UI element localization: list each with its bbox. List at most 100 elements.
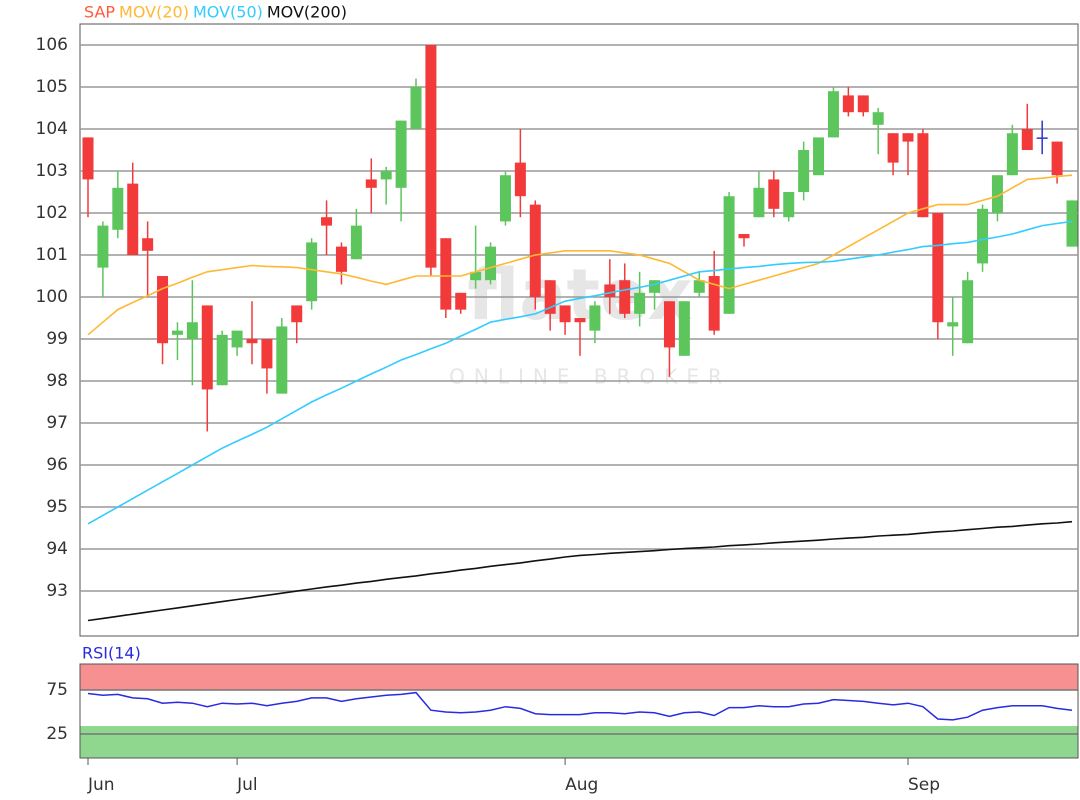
candle-body	[589, 305, 601, 331]
candle-body	[842, 95, 854, 113]
y-tick-label: 93	[46, 581, 68, 601]
candle-body	[947, 322, 959, 327]
rsi-frame	[79, 663, 1079, 759]
legend-entry: MOV(20)	[119, 3, 189, 22]
candle-body	[514, 162, 526, 197]
moving-average	[87, 220, 1073, 525]
y-tick-label: 101	[36, 245, 68, 265]
candle-body	[649, 280, 661, 293]
rsi-zone	[80, 664, 1078, 690]
candle-body	[932, 213, 944, 323]
candle-body	[813, 137, 825, 176]
candle-body	[157, 276, 169, 344]
candle-body	[440, 238, 452, 310]
candle-body	[82, 137, 94, 180]
candle-body	[887, 133, 899, 163]
y-tick-label: 96	[46, 455, 68, 475]
candle-body	[291, 305, 303, 323]
candle-body	[410, 87, 422, 130]
x-tick-label: Sep	[908, 775, 940, 795]
candle-body	[246, 339, 258, 344]
candle-body	[321, 217, 333, 226]
candle-body	[917, 133, 929, 218]
x-tick-label: Jun	[87, 775, 115, 795]
candle-body	[619, 280, 631, 314]
candle-body	[261, 339, 273, 369]
candle-body	[798, 150, 810, 193]
x-tick-label: Aug	[565, 775, 598, 795]
legend-entry: MOV(50)	[193, 3, 263, 22]
candle-body	[380, 171, 392, 180]
candle-body	[634, 292, 646, 314]
candle-body	[604, 284, 616, 298]
candle-body	[738, 234, 750, 239]
moving-average	[87, 520, 1073, 622]
candle-body	[574, 318, 586, 323]
candle-body	[142, 238, 154, 251]
y-tick-label: 103	[36, 161, 68, 181]
y-tick-label: 94	[46, 539, 68, 559]
moving-average	[87, 174, 1073, 336]
candle-body	[485, 246, 497, 281]
candle-body	[783, 192, 795, 218]
y-tick-label: 106	[36, 35, 68, 55]
y-tick-label: 95	[46, 497, 68, 517]
legend-entry: MOV(200)	[267, 3, 347, 22]
candle-body	[97, 225, 109, 268]
candle-body	[991, 175, 1003, 214]
rsi-zone	[80, 726, 1078, 758]
candle-body	[112, 187, 124, 230]
y-tick-label: 99	[46, 329, 68, 349]
candle-body	[306, 242, 318, 302]
candle-body	[470, 271, 482, 281]
y-tick-label: 105	[36, 77, 68, 97]
x-tick-label: Jul	[236, 775, 258, 795]
candle-body	[1066, 200, 1078, 247]
candle-body	[127, 183, 139, 256]
candle-body	[693, 280, 705, 293]
y-tick-label: 98	[46, 371, 68, 391]
candle-body	[1051, 141, 1063, 176]
rsi-line	[87, 691, 1073, 721]
candle-body	[216, 334, 228, 386]
candle-body	[559, 305, 571, 323]
candle-body	[499, 175, 511, 222]
legend-entry: SAP	[84, 3, 115, 22]
candle-body	[350, 225, 362, 260]
candle-body	[663, 301, 675, 348]
candle-body	[753, 187, 765, 218]
candle-body	[1006, 133, 1018, 176]
candle-body	[455, 292, 467, 310]
y-tick-label: 102	[36, 203, 68, 223]
candle-body	[977, 208, 989, 264]
y-tick-label: 25	[46, 724, 68, 744]
y-tick-label: 100	[36, 287, 68, 307]
candle-body	[186, 322, 198, 340]
candle-body	[872, 112, 884, 125]
candle-body	[201, 305, 213, 390]
candle-body	[335, 246, 347, 272]
candle-body	[723, 196, 735, 314]
rsi-label: RSI(14)	[82, 644, 141, 663]
candle-body	[708, 276, 720, 331]
candle-body	[678, 301, 690, 356]
candle-body	[962, 280, 974, 344]
y-tick-label: 104	[36, 119, 68, 139]
candle-body	[857, 95, 869, 113]
candle-body	[1021, 129, 1033, 151]
candle-body	[425, 45, 437, 268]
y-tick-label: 75	[46, 680, 68, 700]
candle-body	[365, 179, 377, 188]
candle-body	[276, 326, 288, 394]
candle-body	[171, 330, 183, 335]
candle-body	[544, 280, 556, 314]
candle-body	[529, 204, 541, 298]
candle-body	[902, 133, 914, 142]
candle-body	[231, 330, 243, 348]
watermark-tagline: ONLINE BROKER	[449, 365, 731, 389]
candle-body	[395, 120, 407, 188]
candle-body	[1036, 137, 1048, 139]
candle-body	[768, 179, 780, 209]
